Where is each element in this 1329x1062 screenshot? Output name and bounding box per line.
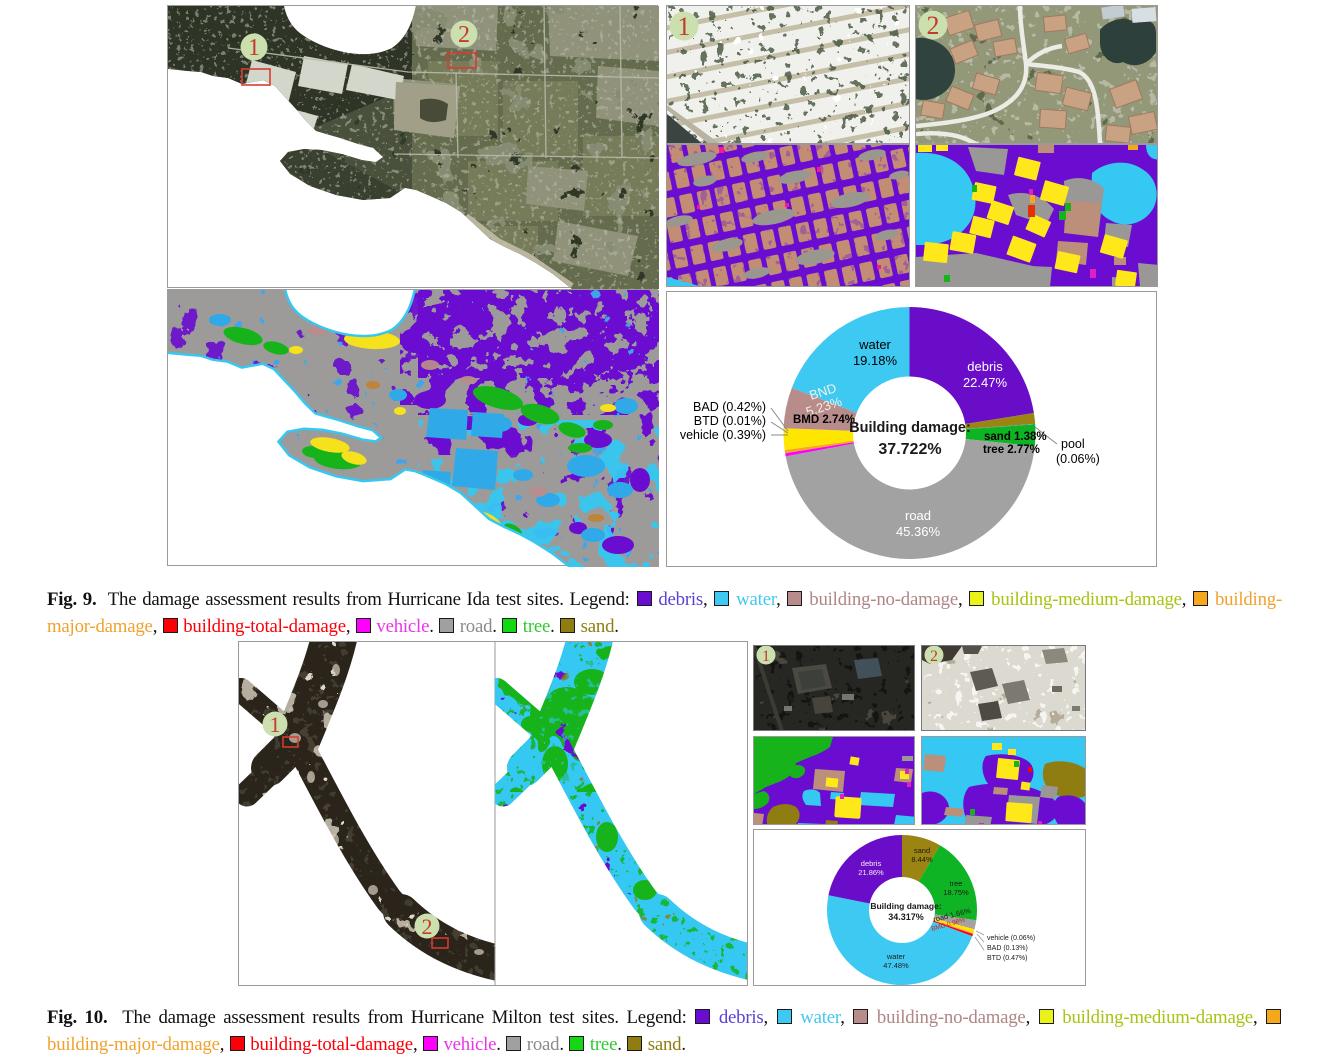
svg-text:BAD (0.13%): BAD (0.13%) [987, 945, 1028, 952]
svg-text:1: 1 [678, 12, 691, 41]
svg-text:vehicle (0.06%): vehicle (0.06%) [987, 935, 1035, 942]
svg-text:2: 2 [458, 22, 470, 48]
svg-text:22.47%: 22.47% [963, 375, 1008, 390]
svg-text:18.75%: 18.75% [943, 888, 969, 897]
svg-text:BTD (0.47%): BTD (0.47%) [987, 955, 1027, 962]
svg-text:(0.06%): (0.06%) [1056, 452, 1100, 466]
svg-text:tree: tree [950, 879, 963, 888]
svg-text:8.44%: 8.44% [911, 855, 933, 864]
svg-text:sand: sand [914, 846, 930, 855]
svg-text:47.48%: 47.48% [883, 961, 909, 970]
svg-text:1: 1 [248, 35, 260, 61]
svg-text:tree 2.77%: tree 2.77% [983, 444, 1040, 456]
svg-text:37.722%: 37.722% [878, 441, 941, 458]
svg-text:2: 2 [422, 914, 433, 939]
svg-text:debris: debris [861, 859, 882, 868]
svg-text:Building damage:: Building damage: [849, 420, 971, 436]
svg-text:vehicle (0.39%): vehicle (0.39%) [680, 428, 766, 442]
svg-text:BMD 2.74%: BMD 2.74% [793, 414, 855, 426]
svg-text:45.36%: 45.36% [896, 524, 941, 539]
svg-text:water: water [886, 952, 906, 961]
svg-text:1: 1 [270, 712, 281, 737]
svg-text:21.86%: 21.86% [858, 868, 884, 877]
svg-text:1: 1 [762, 648, 770, 665]
svg-text:pool: pool [1061, 437, 1085, 451]
svg-text:Building damage:: Building damage: [870, 901, 941, 911]
svg-text:34.317%: 34.317% [888, 912, 924, 922]
svg-text:BAD (0.42%): BAD (0.42%) [693, 400, 766, 414]
svg-text:water: water [858, 337, 891, 352]
svg-text:2: 2 [930, 648, 938, 665]
svg-text:debris: debris [967, 359, 1003, 374]
svg-text:BTD (0.01%): BTD (0.01%) [694, 414, 766, 428]
svg-text:sand 1.38%: sand 1.38% [984, 431, 1047, 443]
svg-text:19.18%: 19.18% [853, 353, 898, 368]
svg-text:2: 2 [927, 11, 940, 40]
svg-text:road: road [905, 508, 931, 523]
